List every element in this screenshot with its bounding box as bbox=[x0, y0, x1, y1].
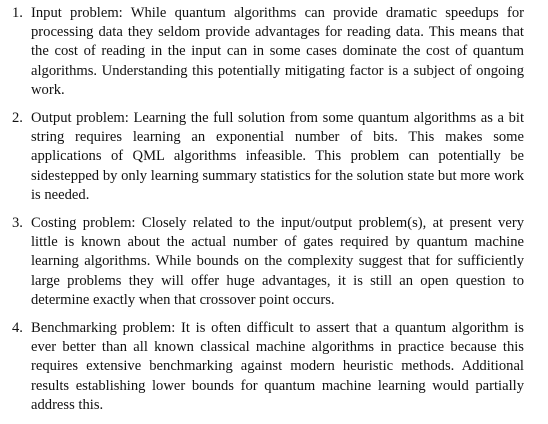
list-item-benchmarking-problem: 4. Benchmarking problem: It is often dif… bbox=[0, 319, 548, 415]
list-item-output-problem: 2. Output problem: Learning the full sol… bbox=[0, 109, 548, 205]
list-item-input-problem: 1. Input problem: While quantum algorith… bbox=[0, 4, 548, 100]
document-page: 1. Input problem: While quantum algorith… bbox=[0, 4, 548, 424]
list-item-text: Output problem: Learning the full soluti… bbox=[31, 110, 524, 203]
list-item-number: 3. bbox=[12, 215, 23, 232]
list-item-number: 1. bbox=[12, 5, 23, 21]
list-item-text: Costing problem: Closely related to the … bbox=[31, 215, 524, 308]
numbered-list: 1. Input problem: While quantum algorith… bbox=[0, 4, 548, 415]
list-item-text: Benchmarking problem: It is often diffic… bbox=[31, 320, 524, 413]
list-item-number: 2. bbox=[12, 110, 23, 127]
list-item-text: Input problem: While quantum algorithms … bbox=[31, 5, 524, 98]
list-item-number: 4. bbox=[12, 320, 23, 337]
list-item-costing-problem: 3. Costing problem: Closely related to t… bbox=[0, 214, 548, 310]
